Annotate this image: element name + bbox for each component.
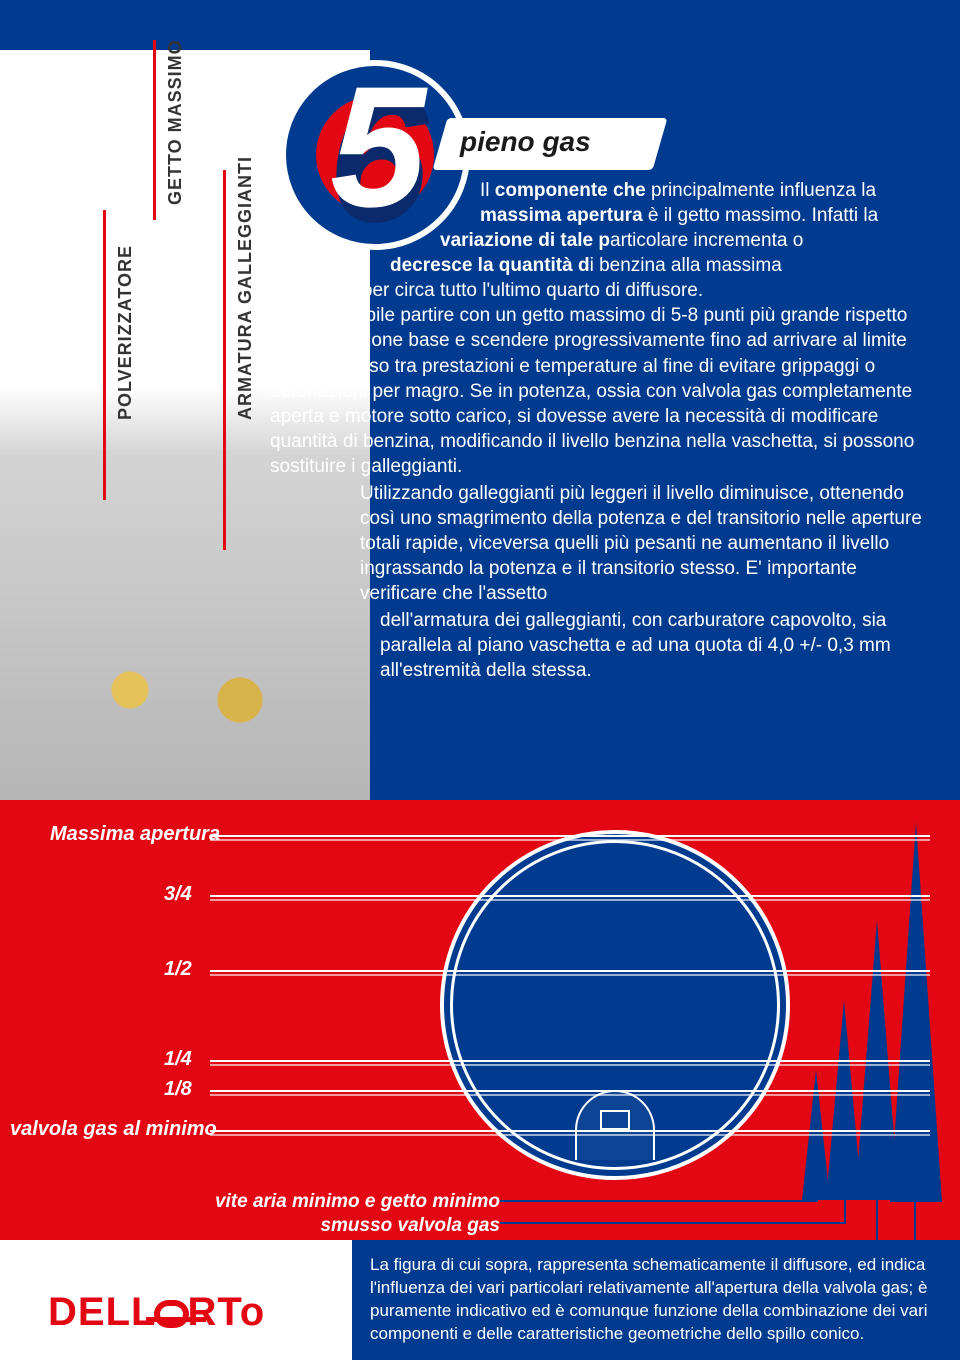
diagram-level-line — [210, 895, 930, 897]
lower-section: Massima apertura 3/4 1/2 1/4 1/8 valvola gas … — [0, 800, 960, 1240]
label-polverizzatore: POLVERIZZATORE — [115, 245, 136, 420]
dellorto-logo: DELL RTo — [48, 1290, 265, 1335]
diagram-caption: La figura di cui sopra, rappresenta sche… — [300, 1240, 960, 1360]
diagram-level-label: 3/4 — [164, 883, 192, 906]
ribbon-text: pieno gas — [460, 126, 591, 158]
diagram-level-line — [210, 835, 930, 837]
diagram-level-line — [210, 970, 930, 972]
label-connector-line — [500, 1222, 844, 1224]
callout-line-getto-massimo — [153, 40, 156, 220]
logo-text-post: RT — [187, 1290, 239, 1334]
diagram-level-label: 1/4 — [164, 1048, 192, 1071]
diagram-level-line — [210, 1090, 930, 1092]
logo-o-icon — [154, 1300, 189, 1328]
logo-text-pre: DELL — [48, 1290, 156, 1334]
connector-line — [844, 1200, 846, 1224]
diagram-level-label: valvola gas al minimo — [10, 1118, 217, 1141]
label-getto-massimo: GETTO MASSIMO — [165, 39, 186, 205]
component-label: vite aria minimo e getto minimo — [0, 1190, 500, 1214]
callout-line-armatura — [223, 170, 226, 550]
venturi-circle — [440, 830, 790, 1180]
connector-line — [816, 1200, 818, 1202]
diagram-level-label: 1/2 — [164, 958, 192, 981]
diagram-level-label: Massima apertura — [50, 823, 220, 846]
influence-triangle — [826, 1000, 862, 1200]
upper-section: POLVERIZZATORE GETTO MASSIMO ARMATURA GA… — [0, 0, 960, 800]
diagram-level-line — [210, 1060, 930, 1062]
diagram-level-label: 1/8 — [164, 1078, 192, 1101]
diagram-level-line — [210, 1130, 930, 1132]
label-connector-line — [500, 1200, 816, 1202]
logo-suffix-o: o — [240, 1290, 265, 1334]
callout-line-polverizzatore — [103, 210, 106, 500]
component-label: smusso valvola gas — [0, 1214, 500, 1238]
throttle-diagram: Massima apertura 3/4 1/2 1/4 1/8 valvola gas … — [0, 800, 960, 1240]
label-armatura-galleggianti: ARMATURA GALLEGGIANTI — [235, 156, 256, 420]
body-text: Il componente che principalmente influen… — [270, 178, 925, 684]
